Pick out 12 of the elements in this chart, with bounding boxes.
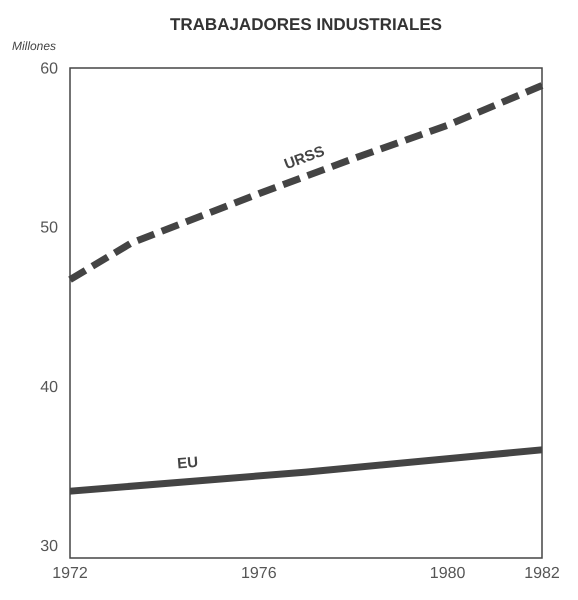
y-tick-label: 60 xyxy=(40,60,58,78)
x-tick-label: 1976 xyxy=(241,565,277,582)
text: URSS xyxy=(282,142,327,174)
x-tick-label: 1982 xyxy=(524,565,560,582)
series-label: EU xyxy=(176,454,199,472)
chart-title: TRABAJADORES INDUSTRIALES xyxy=(170,15,442,34)
y-tick-label: 50 xyxy=(40,220,58,237)
y-axis-title: Millones xyxy=(12,39,56,53)
x-tick-label: 1980 xyxy=(430,565,466,582)
x-tick-label: 1972 xyxy=(52,565,88,582)
y-tick-label: 30 xyxy=(40,538,58,555)
y-tick-label: 40 xyxy=(40,378,58,396)
